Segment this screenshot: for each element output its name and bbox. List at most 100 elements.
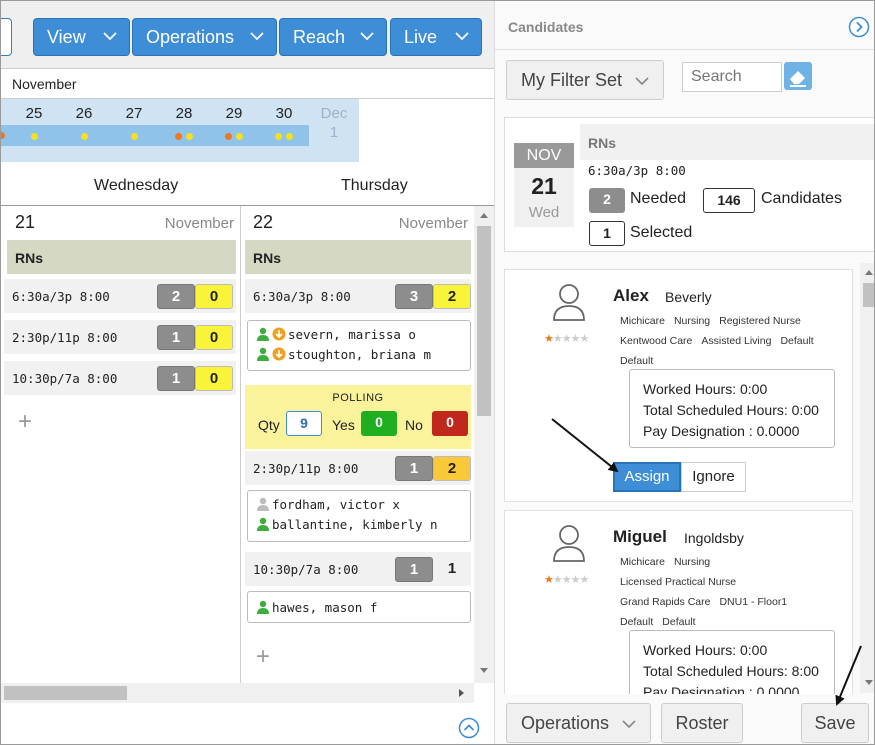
candidate-card[interactable]: ★★★★★ Alex Beverly Michicare Nursing Regis…	[504, 269, 853, 502]
strip-day-27[interactable]: 27	[114, 105, 154, 141]
strip-day-29[interactable]: 29	[214, 105, 254, 141]
day-column-thursday: 22 November RNs 6:30a/3p 8:00 3 2 severn…	[242, 206, 474, 683]
chevron-up-icon[interactable]	[458, 717, 480, 739]
strip-day-25[interactable]: 25	[14, 105, 54, 141]
shift-row[interactable]: 6:30a/3p 8:00 3 2	[245, 279, 471, 313]
pay-designation: Pay Designation : 0.0000	[643, 684, 800, 694]
polling-no-count[interactable]: 0	[432, 411, 468, 436]
candidate-first-name: Miguel	[613, 527, 667, 546]
tag: Licensed Practical Nurse	[620, 576, 737, 588]
staff-entry[interactable]: stoughton, briana m	[256, 344, 462, 364]
candidate-list-scrollbar[interactable]	[860, 263, 874, 693]
add-shift-button[interactable]: +	[18, 408, 33, 435]
candidate-card[interactable]: ★★★★★ Miguel Ingoldsby Michicare Nursing …	[504, 510, 853, 694]
reach-menu-button[interactable]: Reach	[279, 18, 387, 56]
tag: Registered Nurse	[719, 315, 801, 327]
day-month: November	[164, 215, 234, 232]
polling-panel: POLLING Qty 9 Yes 0 No 0	[245, 385, 471, 449]
status-dots	[214, 133, 254, 141]
panel-footer: Operations Roster Save	[495, 694, 874, 744]
view-menu-button[interactable]: View	[33, 18, 130, 56]
eraser-icon	[790, 71, 806, 87]
strip-day-number: 29	[225, 105, 243, 122]
staff-name: stoughton, briana m	[288, 346, 431, 362]
selected-shift-card: NOV 21 Wed RNs 6:30a/3p 8:00 2 Needed 14…	[504, 117, 874, 252]
scroll-up-icon[interactable]	[479, 211, 489, 219]
shift-time: 10:30p/7a 8:00	[12, 371, 118, 386]
candidate-last-name: Ingoldsby	[684, 530, 744, 546]
calendar-vertical-scrollbar[interactable]	[474, 206, 494, 683]
scrollbar-thumb[interactable]	[4, 686, 127, 700]
operations-menu-button[interactable]: Operations	[132, 18, 277, 56]
polling-qty-count[interactable]: 9	[286, 411, 322, 436]
chevron-down-icon	[622, 720, 636, 729]
shift-time: 6:30a/3p 8:00	[253, 289, 351, 304]
day-number: 21	[15, 212, 36, 232]
worked-hours: Worked Hours: 0:00	[643, 642, 768, 658]
status-dot	[1, 132, 5, 139]
scroll-down-icon[interactable]	[864, 679, 874, 687]
candidates-label: Candidates	[761, 190, 842, 207]
live-menu-label: Live	[404, 26, 438, 47]
rating-stars: ★★★★★	[544, 333, 589, 345]
scroll-up-icon[interactable]	[864, 268, 874, 276]
chevron-right-icon[interactable]	[848, 16, 870, 38]
shift-row[interactable]: 10:30p/7a 8:00 1 0	[4, 361, 236, 395]
hours-summary: Worked Hours: 0:00 Total Scheduled Hours…	[629, 630, 835, 694]
down-arrow-icon	[272, 347, 286, 361]
strip-day-dec-1[interactable]: Dec 1	[314, 105, 354, 141]
ignore-button[interactable]: Ignore	[681, 462, 746, 492]
week-strip: 25 26 27 28 29 30 Dec 1	[1, 99, 359, 162]
scroll-down-icon[interactable]	[479, 667, 489, 675]
shift-row[interactable]: 2:30p/11p 8:00 1 0	[4, 320, 236, 354]
avatar-icon	[553, 284, 585, 321]
view-menu-label: View	[47, 26, 86, 47]
tag: Grand Rapids Care	[620, 596, 711, 608]
status-dots	[64, 133, 104, 141]
clear-search-button[interactable]	[784, 62, 812, 90]
roster-button[interactable]: Roster	[661, 703, 743, 743]
date-weekday: Wed	[528, 204, 560, 221]
shift-row[interactable]: 10:30p/7a 8:00 1 1	[245, 552, 471, 586]
live-menu-button[interactable]: Live	[390, 18, 482, 56]
status-dot	[175, 133, 182, 140]
scroll-right-icon[interactable]	[458, 688, 466, 698]
scrollbar-thumb[interactable]	[477, 226, 491, 416]
staff-entry[interactable]: ballantine, kimberly n	[256, 514, 462, 534]
chevron-down-icon	[360, 32, 374, 41]
staff-entry[interactable]: severn, marissa o	[256, 324, 462, 344]
candidate-tags: Michicare Nursing Licensed Practical Nurs…	[620, 552, 850, 632]
status-dot	[130, 133, 138, 140]
rn-group-header: RNs	[7, 240, 236, 274]
shift-row[interactable]: 6:30a/3p 8:00 2 0	[4, 279, 236, 313]
polling-yes-count[interactable]: 0	[361, 411, 397, 436]
search-input[interactable]	[682, 62, 782, 92]
status-dot	[30, 133, 38, 140]
status-dots	[164, 133, 204, 141]
operations-dropdown[interactable]: Operations	[506, 703, 651, 743]
candidates-panel: Candidates My Filter Set NOV 21 Wed RNs …	[494, 1, 874, 744]
scheduled-hours: Total Scheduled Hours: 0:00	[643, 402, 819, 418]
assign-button[interactable]: Assign	[613, 462, 681, 492]
staff-entry[interactable]: fordham, victor x	[256, 494, 462, 514]
strip-day-number: 27	[125, 105, 143, 122]
needed-count: 2	[589, 188, 625, 213]
add-shift-button[interactable]: +	[256, 643, 271, 670]
strip-day-26[interactable]: 26	[64, 105, 104, 141]
tag: Kentwood Care	[620, 335, 693, 347]
shift-row[interactable]: 2:30p/11p 8:00 1 2	[245, 451, 471, 485]
day-header: 22 November	[242, 212, 474, 236]
staff-entry[interactable]: hawes, mason f	[256, 597, 462, 617]
status-dots	[264, 133, 304, 141]
divider	[495, 49, 874, 50]
save-button[interactable]: Save	[801, 703, 869, 743]
day-month: November	[398, 215, 468, 232]
strip-day-28[interactable]: 28	[164, 105, 204, 141]
person-icon	[257, 517, 269, 531]
shift-time: 2:30p/11p 8:00	[253, 461, 359, 476]
calendar-horizontal-scrollbar[interactable]	[1, 683, 474, 703]
filter-set-dropdown[interactable]: My Filter Set	[506, 60, 664, 100]
toolbar-partial-button[interactable]	[1, 18, 12, 56]
strip-day-30[interactable]: 30	[264, 105, 304, 141]
scrollbar-thumb[interactable]	[863, 283, 874, 307]
